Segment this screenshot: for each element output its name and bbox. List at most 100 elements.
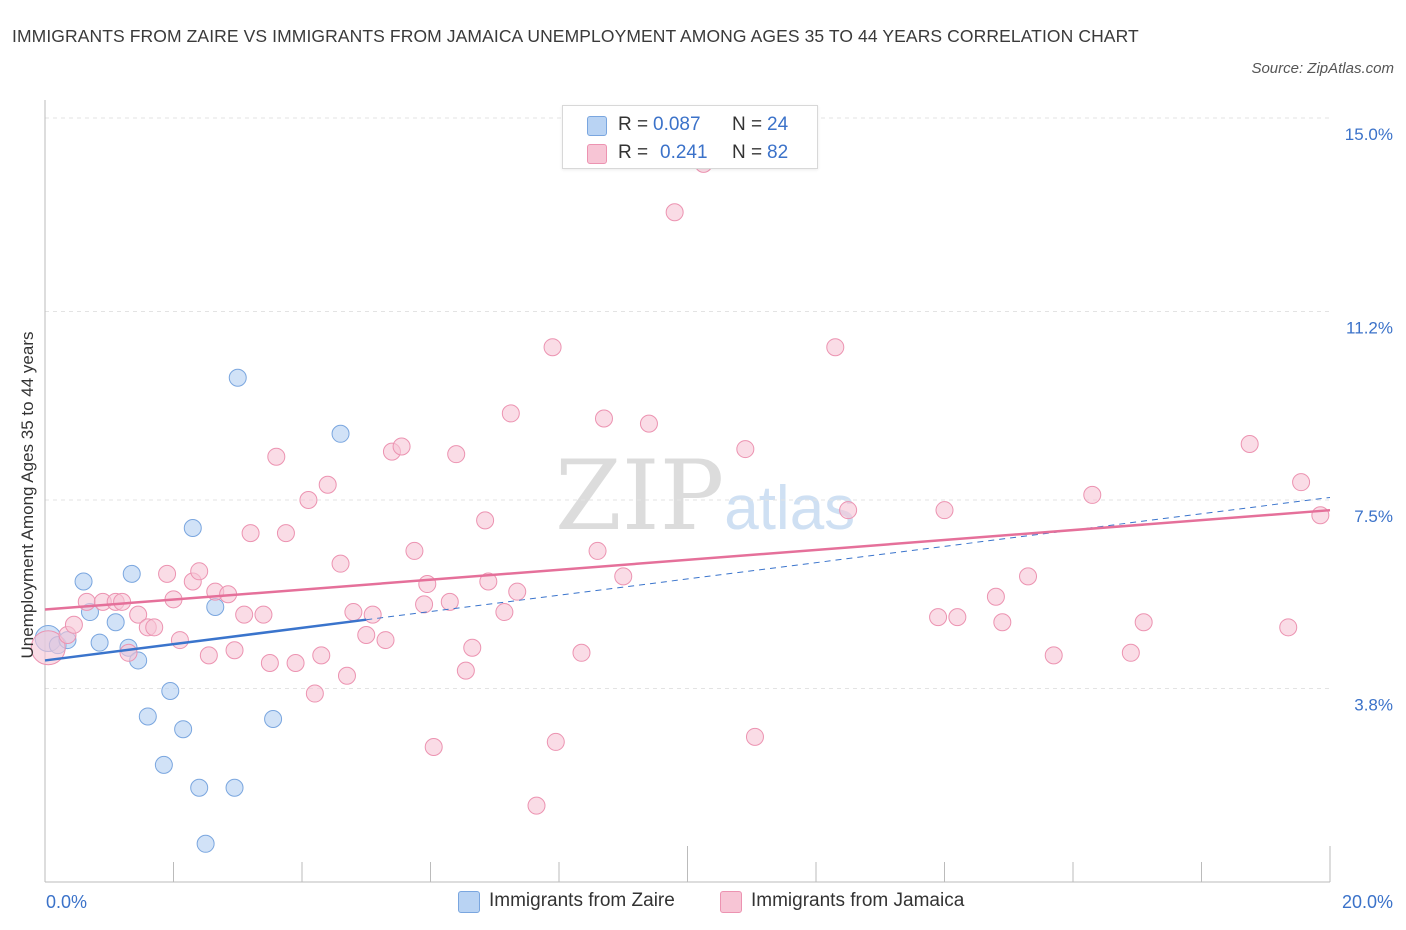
jamaica-point — [286, 653, 305, 672]
jamaica-point — [267, 447, 286, 466]
jamaica-point — [254, 605, 273, 624]
jamaica-point — [1292, 473, 1311, 492]
jamaica-point — [935, 501, 954, 520]
jamaica-point — [64, 615, 83, 634]
zaire-points — [34, 368, 350, 853]
jamaica-point — [639, 414, 658, 433]
jamaica-point — [948, 608, 967, 627]
jamaica-point — [318, 475, 337, 494]
zaire-point — [90, 633, 109, 652]
watermark-main: ZIP — [555, 440, 725, 552]
zaire-point — [174, 720, 193, 739]
legend-swatch-jamaica — [587, 144, 607, 164]
zaire-point — [154, 755, 173, 774]
jamaica-point — [993, 613, 1012, 632]
jamaica-point — [424, 738, 443, 757]
legend-n-label-jamaica: N = — [732, 142, 763, 163]
jamaica-point — [1044, 646, 1063, 665]
legend-r-label-zaire: R = — [618, 114, 649, 135]
legend-n-label-zaire: N = — [732, 114, 763, 135]
y-tick-label: 15.0% — [1345, 125, 1393, 144]
jamaica-point — [158, 564, 177, 583]
jamaica-point — [119, 643, 138, 662]
x-tick-label-min: 0.0% — [46, 892, 87, 912]
jamaica-point — [331, 554, 350, 573]
jamaica-point — [839, 501, 858, 520]
zaire-point — [264, 710, 283, 729]
zaire-point — [122, 564, 141, 583]
x-tick-label-max: 20.0% — [1342, 892, 1393, 912]
jamaica-point — [594, 409, 613, 428]
legend-r-value-jamaica: 0.241 — [660, 142, 708, 163]
trend-lines — [44, 496, 1331, 662]
jamaica-point — [305, 684, 324, 703]
jamaica-point — [501, 404, 520, 423]
chart-title: IMMIGRANTS FROM ZAIRE VS IMMIGRANTS FROM… — [12, 26, 1139, 46]
jamaica-point — [1279, 618, 1298, 637]
jamaica-trend-line — [44, 508, 1331, 611]
jamaica-point — [463, 638, 482, 657]
jamaica-point — [225, 641, 244, 660]
zaire-trend-line — [44, 618, 367, 662]
watermark-sub: atlas — [724, 474, 856, 543]
bottom-legend-swatch-zaire — [458, 891, 480, 913]
jamaica-point — [476, 511, 495, 530]
y-tick-label: 7.5% — [1354, 507, 1393, 526]
zaire-point — [225, 778, 244, 797]
jamaica-point — [418, 575, 437, 594]
jamaica-point — [190, 562, 209, 581]
bottom-legend-label-jamaica: Immigrants from Jamaica — [751, 890, 965, 911]
jamaica-point — [665, 203, 684, 222]
jamaica-point — [312, 646, 331, 665]
zaire-point — [331, 424, 350, 443]
jamaica-point — [276, 524, 295, 543]
jamaica-point — [572, 643, 591, 662]
jamaica-point — [614, 567, 633, 586]
grid-lines — [45, 117, 1330, 689]
legend-swatch-zaire — [587, 116, 607, 136]
zaire-point — [228, 368, 247, 387]
jamaica-points — [30, 154, 1330, 815]
watermark: ZIPatlas — [555, 440, 855, 552]
y-tick-label: 11.2% — [1346, 319, 1393, 338]
jamaica-point — [337, 666, 356, 685]
jamaica-point — [1121, 643, 1140, 662]
jamaica-point — [260, 653, 279, 672]
jamaica-point — [588, 541, 607, 560]
jamaica-point — [929, 608, 948, 627]
jamaica-point — [527, 796, 546, 815]
jamaica-point — [235, 605, 254, 624]
jamaica-point — [1240, 434, 1259, 453]
bottom-legend-swatch-jamaica — [720, 891, 742, 913]
jamaica-point — [745, 727, 764, 746]
jamaica-point — [736, 440, 755, 459]
source-label: Source: ZipAtlas.com — [1251, 60, 1394, 77]
jamaica-point — [129, 605, 148, 624]
jamaica-point — [241, 524, 260, 543]
legend-r-value-zaire: 0.087 — [653, 114, 701, 135]
jamaica-point — [30, 630, 66, 666]
jamaica-point — [495, 603, 514, 622]
legend-r-label-jamaica: R = — [618, 142, 649, 163]
axes — [44, 100, 1331, 883]
zaire-point — [138, 707, 157, 726]
zaire-point — [106, 613, 125, 632]
stats-legend: R = 0.087 N = 24 R = 0.241 N = 82 — [562, 105, 818, 169]
zaire-point — [196, 834, 215, 853]
jamaica-point — [392, 437, 411, 456]
jamaica-point — [456, 661, 475, 680]
jamaica-point — [543, 338, 562, 357]
legend-n-value-jamaica: 82 — [767, 142, 789, 163]
jamaica-point — [363, 605, 382, 624]
jamaica-point — [508, 582, 527, 601]
jamaica-point — [546, 732, 565, 751]
jamaica-point — [376, 631, 395, 650]
zaire-point — [206, 597, 225, 616]
jamaica-point — [1019, 567, 1038, 586]
jamaica-point — [986, 587, 1005, 606]
jamaica-point — [440, 592, 459, 611]
y-axis-label: Unemployment Among Ages 35 to 44 years — [18, 331, 37, 659]
legend-n-value-zaire: 24 — [767, 114, 789, 135]
jamaica-point — [415, 595, 434, 614]
